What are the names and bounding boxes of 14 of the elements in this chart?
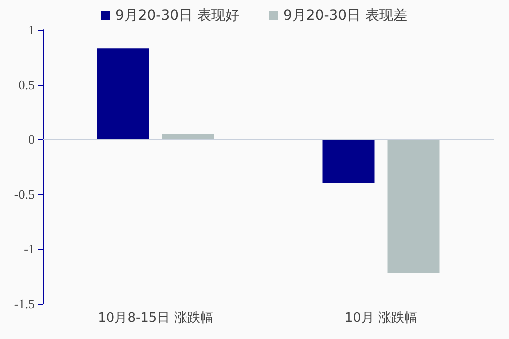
y-tick-label: 0.5 [18, 77, 35, 92]
y-tick-label: 1 [28, 22, 35, 38]
bar [388, 140, 440, 274]
y-tick-label: -1.5 [14, 296, 35, 312]
y-tick-label: -0.5 [14, 186, 35, 202]
legend-label: 9月20-30日 表现差 [284, 8, 408, 24]
bar [97, 48, 150, 140]
y-tick-label: -1 [24, 242, 35, 257]
y-tick-label: 0 [28, 132, 35, 148]
x-tick-label: 10月8-15日 涨跌幅 [98, 311, 214, 326]
bar [162, 134, 214, 140]
bar [322, 140, 375, 184]
legend-label: 9月20-30日 表现好 [115, 8, 240, 24]
x-tick-label: 10月 涨跌幅 [344, 311, 418, 326]
